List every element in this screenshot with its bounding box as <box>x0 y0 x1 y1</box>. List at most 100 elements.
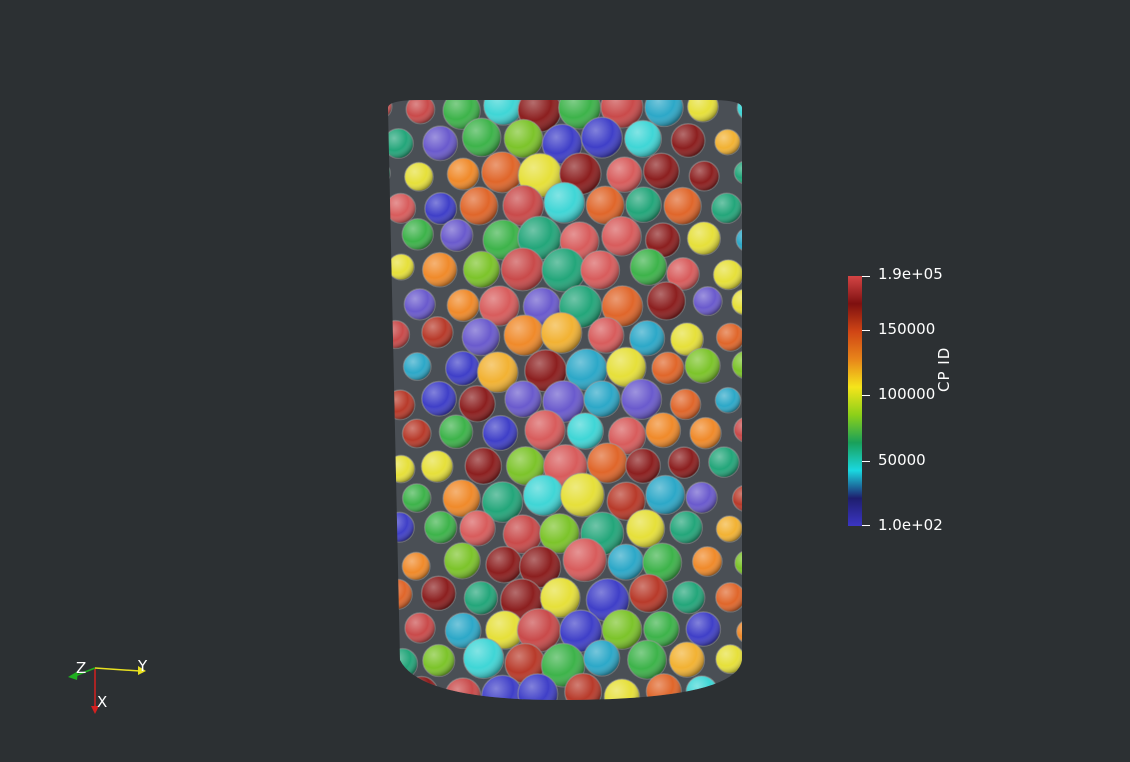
sphere-shading <box>459 385 495 422</box>
sphere-shading <box>421 316 453 348</box>
colorbar-label-100000: 100000 <box>878 385 936 403</box>
sphere-shading <box>388 390 415 420</box>
sphere-shading <box>447 289 480 322</box>
sphere-shading <box>692 546 722 577</box>
sphere-shading <box>560 473 605 517</box>
colorbar-label-min: 1.0e+02 <box>878 516 943 534</box>
sphere-shading <box>506 446 545 485</box>
x-axis-arrow-icon <box>91 706 99 714</box>
sphere-shading <box>626 509 665 548</box>
sphere-shading <box>481 675 523 700</box>
sphere-shading <box>463 638 504 679</box>
sphere-shading <box>481 152 523 193</box>
sphere-shading <box>685 348 720 383</box>
sphere-shading <box>402 483 431 513</box>
sphere-shading <box>647 282 686 320</box>
sphere-shading <box>518 673 558 700</box>
sphere-shading <box>587 443 628 483</box>
sphere-shading <box>462 118 501 157</box>
sphere-shading <box>504 381 542 418</box>
orientation-axes-widget <box>68 666 146 714</box>
sphere-shading <box>666 257 700 290</box>
sphere-particle <box>388 481 396 511</box>
sphere-shading <box>388 128 414 159</box>
colorbar-label-150000: 150000 <box>878 320 936 338</box>
sphere-shading <box>584 381 620 417</box>
y-axis-label: Y <box>138 657 148 675</box>
sphere-shading <box>734 550 742 576</box>
sphere-shading <box>388 160 391 186</box>
colorbar-title: CP ID <box>935 346 953 392</box>
sphere-shading <box>604 679 640 700</box>
sphere-shading <box>465 447 502 484</box>
sphere-particle <box>388 226 390 250</box>
sphere-shading <box>479 286 520 326</box>
sphere-particle <box>388 293 392 320</box>
sphere-shading <box>711 193 742 224</box>
sphere-shading <box>406 100 435 124</box>
sphere-shading <box>459 510 496 546</box>
colorbar-tick-100000 <box>862 395 870 396</box>
sphere-shading <box>463 251 500 288</box>
sphere-particle <box>388 421 390 449</box>
sphere-shading <box>669 642 705 678</box>
sphere-shading <box>715 644 742 674</box>
colorbar-tick-50000 <box>862 461 870 462</box>
sphere-shading <box>643 153 679 189</box>
sphere-shading <box>539 513 580 554</box>
sphere-shading <box>486 546 522 583</box>
sphere-shading <box>542 248 586 292</box>
sphere-shading <box>388 355 391 382</box>
sphere-shading <box>583 640 620 676</box>
sphere-shading <box>670 389 701 420</box>
sphere-shading <box>687 222 721 255</box>
sphere-shading <box>464 581 498 615</box>
sphere-shading <box>540 577 580 618</box>
sphere-shading <box>690 417 721 449</box>
sphere-shading <box>693 286 722 316</box>
sphere-shading <box>421 450 453 483</box>
sphere-shading <box>624 120 662 158</box>
z-axis-label: Z <box>76 659 87 677</box>
sphere-shading <box>422 252 457 287</box>
sphere-shading <box>423 126 458 161</box>
sphere-shading <box>388 193 416 224</box>
sphere-shading <box>733 682 742 700</box>
sphere-shading <box>734 417 742 443</box>
z-axis-arrow-icon <box>68 671 78 680</box>
sphere-shading <box>736 227 742 252</box>
sphere-shading <box>716 323 742 352</box>
sphere-shading <box>736 620 742 643</box>
sphere-particle <box>388 159 391 187</box>
sphere-shading <box>629 574 668 613</box>
sphere-shading <box>581 117 623 158</box>
sphere-shading <box>668 447 700 479</box>
sphere-shading <box>708 447 740 478</box>
sphere-particle <box>733 681 742 700</box>
sphere-shading <box>482 415 518 451</box>
sphere-shading <box>460 187 498 225</box>
sphere-shading <box>621 379 662 420</box>
sphere-shading <box>405 612 435 643</box>
sphere-particle <box>388 676 390 700</box>
sphere-shading <box>670 323 704 356</box>
sphere-shading <box>505 643 545 684</box>
y-axis-line <box>94 667 141 672</box>
sphere-shading <box>558 100 601 129</box>
sphere-shading <box>563 538 607 582</box>
sphere-shading <box>541 312 582 354</box>
sphere-shading <box>713 259 742 290</box>
sphere-shading <box>443 479 481 517</box>
sphere-shading <box>716 516 742 542</box>
sphere-shading <box>388 553 394 580</box>
sphere-shading <box>642 543 682 582</box>
sphere-shading <box>523 475 564 516</box>
sphere-shading <box>444 542 481 579</box>
colorbar-gradient <box>848 276 862 526</box>
sphere-shading <box>643 611 680 647</box>
sphere-shading <box>645 100 683 127</box>
sphere-shading <box>646 673 682 700</box>
sphere-shading <box>501 247 544 291</box>
